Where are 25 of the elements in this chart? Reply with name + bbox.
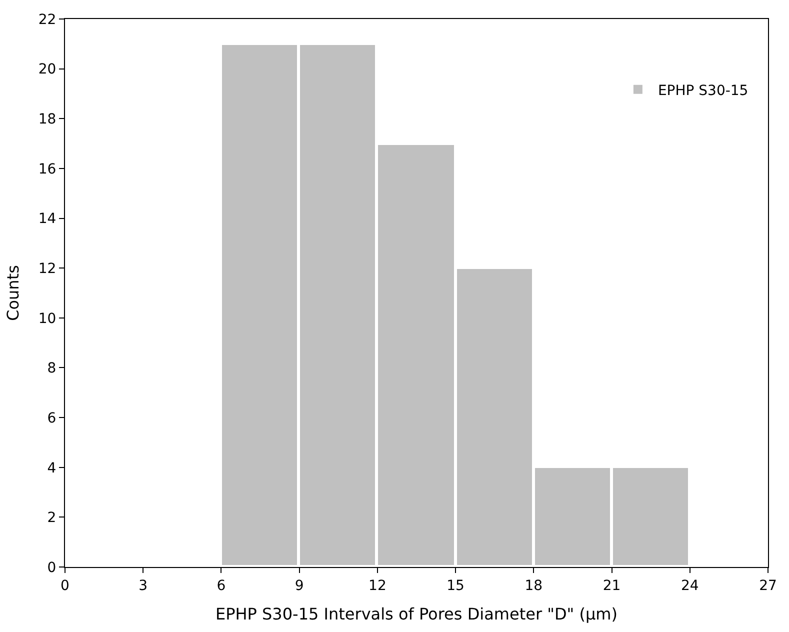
- x-tick-label: 18: [524, 578, 543, 594]
- y-tick-label: 20: [38, 62, 56, 78]
- x-tick-label: 3: [138, 578, 148, 594]
- x-tick-label: 9: [294, 578, 304, 594]
- x-tick-label: 27: [759, 578, 777, 594]
- y-tick-label: 22: [38, 12, 56, 28]
- x-axis-title: EPHP S30-15 Intervals of Pores Diameter "D" (μm): [216, 604, 618, 624]
- y-tick-label: 10: [38, 310, 56, 327]
- y-tick-label: 4: [47, 460, 56, 476]
- y-tick-label: 2: [47, 510, 56, 526]
- y-tick-label: 14: [38, 211, 56, 228]
- y-tick-label: 16: [38, 161, 56, 178]
- x-tick-label: 12: [368, 578, 386, 594]
- x-tick-label: 24: [680, 578, 699, 594]
- legend-label: EPHP S30-15: [658, 82, 748, 99]
- x-tick-label: 0: [60, 578, 70, 594]
- y-tick-label: 12: [38, 260, 56, 277]
- y-axis-title: Counts: [3, 265, 22, 321]
- y-tick-label: 6: [47, 410, 56, 426]
- x-tick-label: 15: [446, 578, 464, 594]
- y-tick-label: 18: [38, 112, 56, 128]
- x-tick-label: 6: [216, 578, 226, 594]
- y-tick-label: 8: [47, 360, 56, 377]
- y-tick-label: 0: [47, 560, 56, 576]
- x-tick-label: 21: [602, 578, 621, 594]
